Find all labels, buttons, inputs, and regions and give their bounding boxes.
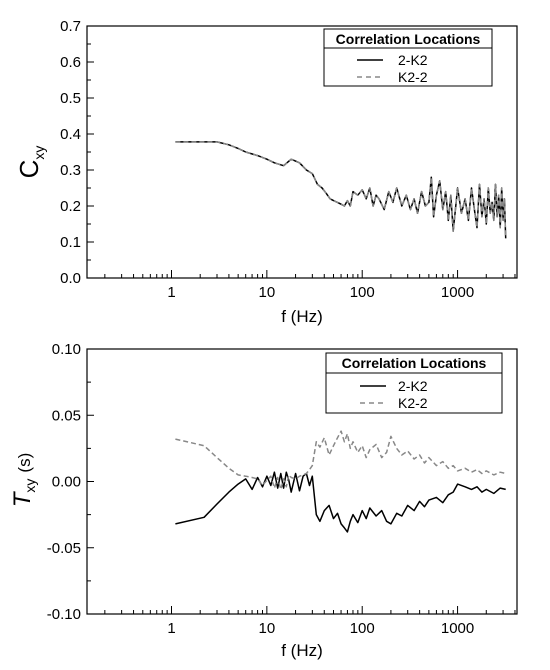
legend-label-k2-2: K2-2: [398, 395, 428, 411]
series-line-k2-2: [175, 141, 507, 239]
y-tick-label: 0.5: [60, 90, 81, 107]
x-axis-title: f (Hz): [281, 641, 323, 660]
y-tick-label: 0.4: [60, 126, 81, 143]
x-axis-title: f (Hz): [281, 307, 323, 326]
x-tick-label: 1000: [441, 284, 474, 301]
x-tick-label: 10: [259, 620, 276, 637]
y-axis-title: Txy (s): [9, 453, 38, 508]
y-axis-title-sub: xy: [31, 146, 47, 160]
y-tick-label: 0.6: [60, 54, 81, 71]
series-line-k2-2: [175, 430, 506, 491]
x-tick-label: 1: [167, 620, 175, 637]
legend-label-k2-2: K2-2: [398, 69, 428, 85]
legend: Correlation Locations 2-K2 K2-2: [323, 28, 493, 87]
y-tick-label: -0.10: [47, 606, 81, 623]
x-tick-label: 10: [259, 284, 276, 301]
axis-ticks: 1 10 100 1000 -0.10 -0.05 0.00 0.05 0.10: [47, 341, 516, 637]
x-tick-label: 100: [350, 620, 375, 637]
legend: Correlation Locations 2-K2 K2-2: [325, 352, 503, 414]
y-axis-title-unit: (s): [15, 453, 34, 473]
y-tick-label: -0.05: [47, 540, 81, 557]
y-tick-label: 0.10: [52, 341, 81, 358]
y-axis-title-main: T: [9, 490, 36, 507]
time-delay-chart: 1 10 100 1000-0.10-0.050.000.050.10 f (Hz) …: [9, 341, 518, 660]
series-line-2-k2: [175, 471, 506, 533]
y-tick-label: 0.7: [60, 18, 81, 35]
x-tick-label: 1: [167, 284, 175, 301]
legend-title: Correlation Locations: [342, 355, 487, 371]
legend-label-2-k2: 2-K2: [398, 52, 428, 68]
series-lines: [175, 141, 507, 239]
axis-ticks: 1 10 100 1000 0.0 0.1 0.2 0.3 0.4 0.5 0.6 0.7: [60, 18, 516, 301]
y-tick-label: 0.05: [52, 407, 81, 424]
y-axis-title-sub: xy: [22, 479, 38, 493]
y-tick-label: 0.0: [60, 270, 81, 287]
legend-title: Correlation Locations: [336, 31, 481, 47]
y-axis-title-main: C: [14, 160, 44, 179]
legend-box: [325, 352, 503, 414]
x-tick-label: 1000: [441, 620, 474, 637]
y-tick-label: 0.3: [60, 162, 81, 179]
legend-label-2-k2: 2-K2: [398, 378, 428, 394]
y-tick-label: 0.00: [52, 474, 81, 491]
y-tick-label: 0.2: [60, 198, 81, 215]
y-axis-title: Cxy: [14, 146, 47, 179]
series-lines: [175, 430, 506, 533]
y-tick-label: 0.1: [60, 234, 81, 251]
x-tick-label: 100: [350, 284, 375, 301]
coherence-chart: 1 10 100 1000 0.0 0.1 0.2 0.3 0.4 0.5 0.6 0.7 f (Hz…: [14, 18, 518, 326]
legend-box: [323, 28, 493, 87]
